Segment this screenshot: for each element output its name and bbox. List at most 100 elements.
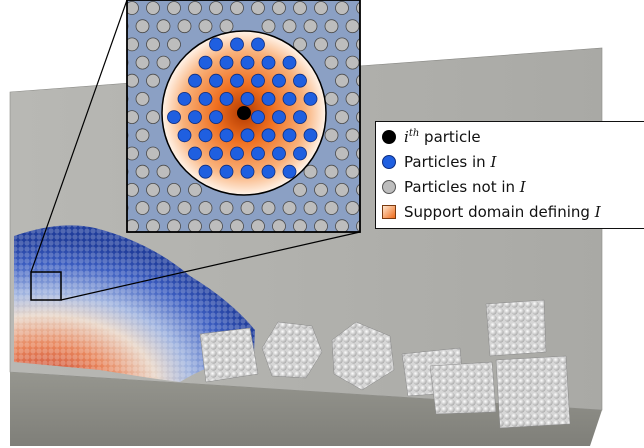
- particle-in-I: [230, 146, 244, 161]
- particle-not-in-I: [335, 219, 349, 232]
- particle-in-I: [198, 128, 213, 143]
- legend-item-ith-particle: ith particle: [382, 126, 481, 148]
- legend-math: I: [519, 178, 526, 196]
- particle-not-in-I: [378, 2, 391, 15]
- particle-not-in-I: [272, 219, 286, 232]
- particle-not-in-I: [167, 37, 181, 52]
- grey-circle-icon: [382, 180, 396, 194]
- particle-not-in-I: [177, 19, 192, 34]
- particle-not-in-I: [324, 128, 339, 143]
- particle-not-in-I: [127, 22, 129, 31]
- particle-clusters: [199, 299, 571, 429]
- legend-item-support-domain: Support domain defining I: [382, 201, 601, 223]
- legend-th: th: [408, 128, 420, 139]
- particle-not-in-I: [156, 19, 171, 34]
- particle-in-I: [282, 128, 297, 143]
- particle-not-in-I: [127, 219, 139, 232]
- particle-not-in-I: [135, 19, 150, 34]
- particle-in-I: [230, 73, 244, 88]
- cube-cluster-6: [495, 355, 571, 429]
- ith-particle: [237, 106, 251, 120]
- particle-not-in-I: [167, 1, 181, 15]
- particle-in-I: [177, 128, 192, 143]
- particle-not-in-I: [314, 37, 328, 52]
- particle-not-in-I: [251, 219, 265, 232]
- particle-not-in-I: [261, 19, 276, 34]
- particle-in-I: [240, 92, 255, 106]
- particle-in-I: [240, 55, 255, 70]
- particle-in-I: [240, 164, 255, 179]
- particle-not-in-I: [314, 182, 328, 197]
- particle-not-in-I: [146, 37, 160, 52]
- particle-in-I: [293, 110, 307, 124]
- particle-not-in-I: [293, 219, 307, 232]
- zoom-line-top: [30, 0, 128, 273]
- particles-not-in-I: [105, 1, 391, 232]
- particle-not-in-I: [146, 1, 160, 15]
- particle-heap: [14, 225, 255, 382]
- particle-not-in-I: [293, 182, 307, 197]
- particle-in-I: [209, 110, 223, 124]
- particle-in-I: [209, 146, 223, 161]
- particle-not-in-I: [146, 73, 160, 88]
- particle-not-in-I: [335, 182, 349, 197]
- particle-not-in-I: [167, 182, 181, 197]
- particle-not-in-I: [240, 201, 255, 215]
- particle-not-in-I: [345, 164, 360, 179]
- particle-not-in-I: [367, 20, 380, 33]
- particle-not-in-I: [135, 55, 150, 70]
- particle-in-I: [230, 37, 244, 52]
- particle-not-in-I: [335, 1, 349, 15]
- particle-in-I: [219, 55, 234, 70]
- particle-not-in-I: [127, 146, 139, 161]
- particle-not-in-I: [167, 219, 181, 232]
- particle-in-I: [188, 110, 202, 124]
- particle-in-I: [261, 55, 276, 70]
- cube-cluster-5: [485, 299, 547, 357]
- black-circle-icon: [382, 130, 396, 144]
- particle-not-in-I: [209, 219, 223, 232]
- particle-not-in-I: [314, 1, 328, 15]
- particle-in-I: [261, 92, 276, 106]
- particle-in-I: [303, 128, 318, 143]
- particle-not-in-I: [378, 38, 391, 51]
- particle-not-in-I: [282, 19, 297, 34]
- particle-in-I: [188, 146, 202, 161]
- legend-i: i: [404, 128, 409, 146]
- particle-not-in-I: [345, 92, 360, 106]
- particle-in-I: [209, 73, 223, 88]
- orange-square-icon: [382, 205, 396, 219]
- zoom-inset: [105, 0, 391, 233]
- legend-item-particles-in: Particles in I: [382, 151, 496, 173]
- particle-not-in-I: [335, 37, 349, 52]
- cube-cluster-2: [331, 321, 395, 391]
- particle-not-in-I: [146, 219, 160, 232]
- zoom-line-bottom: [60, 231, 361, 301]
- particle-not-in-I: [127, 37, 139, 52]
- particle-in-I: [209, 37, 223, 52]
- particle-in-I: [219, 92, 234, 106]
- particle-not-in-I: [198, 19, 213, 34]
- particle-in-I: [261, 128, 276, 143]
- particle-not-in-I: [356, 38, 360, 51]
- particle-not-in-I: [293, 37, 307, 52]
- cube-cluster-4: [429, 361, 497, 415]
- particle-in-I: [198, 164, 213, 179]
- particle-in-I: [219, 128, 234, 143]
- legend-label: Particles not in: [404, 178, 520, 196]
- particle-in-I: [198, 55, 213, 70]
- particle-not-in-I: [356, 1, 360, 15]
- particle-not-in-I: [335, 146, 349, 161]
- particle-not-in-I: [345, 55, 360, 70]
- particle-not-in-I: [335, 110, 349, 124]
- particle-not-in-I: [177, 201, 192, 215]
- particle-not-in-I: [135, 201, 150, 215]
- particle-not-in-I: [303, 164, 318, 179]
- legend-label: Support domain defining: [404, 203, 595, 221]
- particle-not-in-I: [324, 201, 339, 215]
- zoom-region-box: [30, 271, 62, 301]
- particle-not-in-I: [105, 2, 118, 15]
- particle-not-in-I: [251, 1, 265, 15]
- hex-cluster: [261, 321, 323, 379]
- particle-not-in-I: [345, 128, 360, 143]
